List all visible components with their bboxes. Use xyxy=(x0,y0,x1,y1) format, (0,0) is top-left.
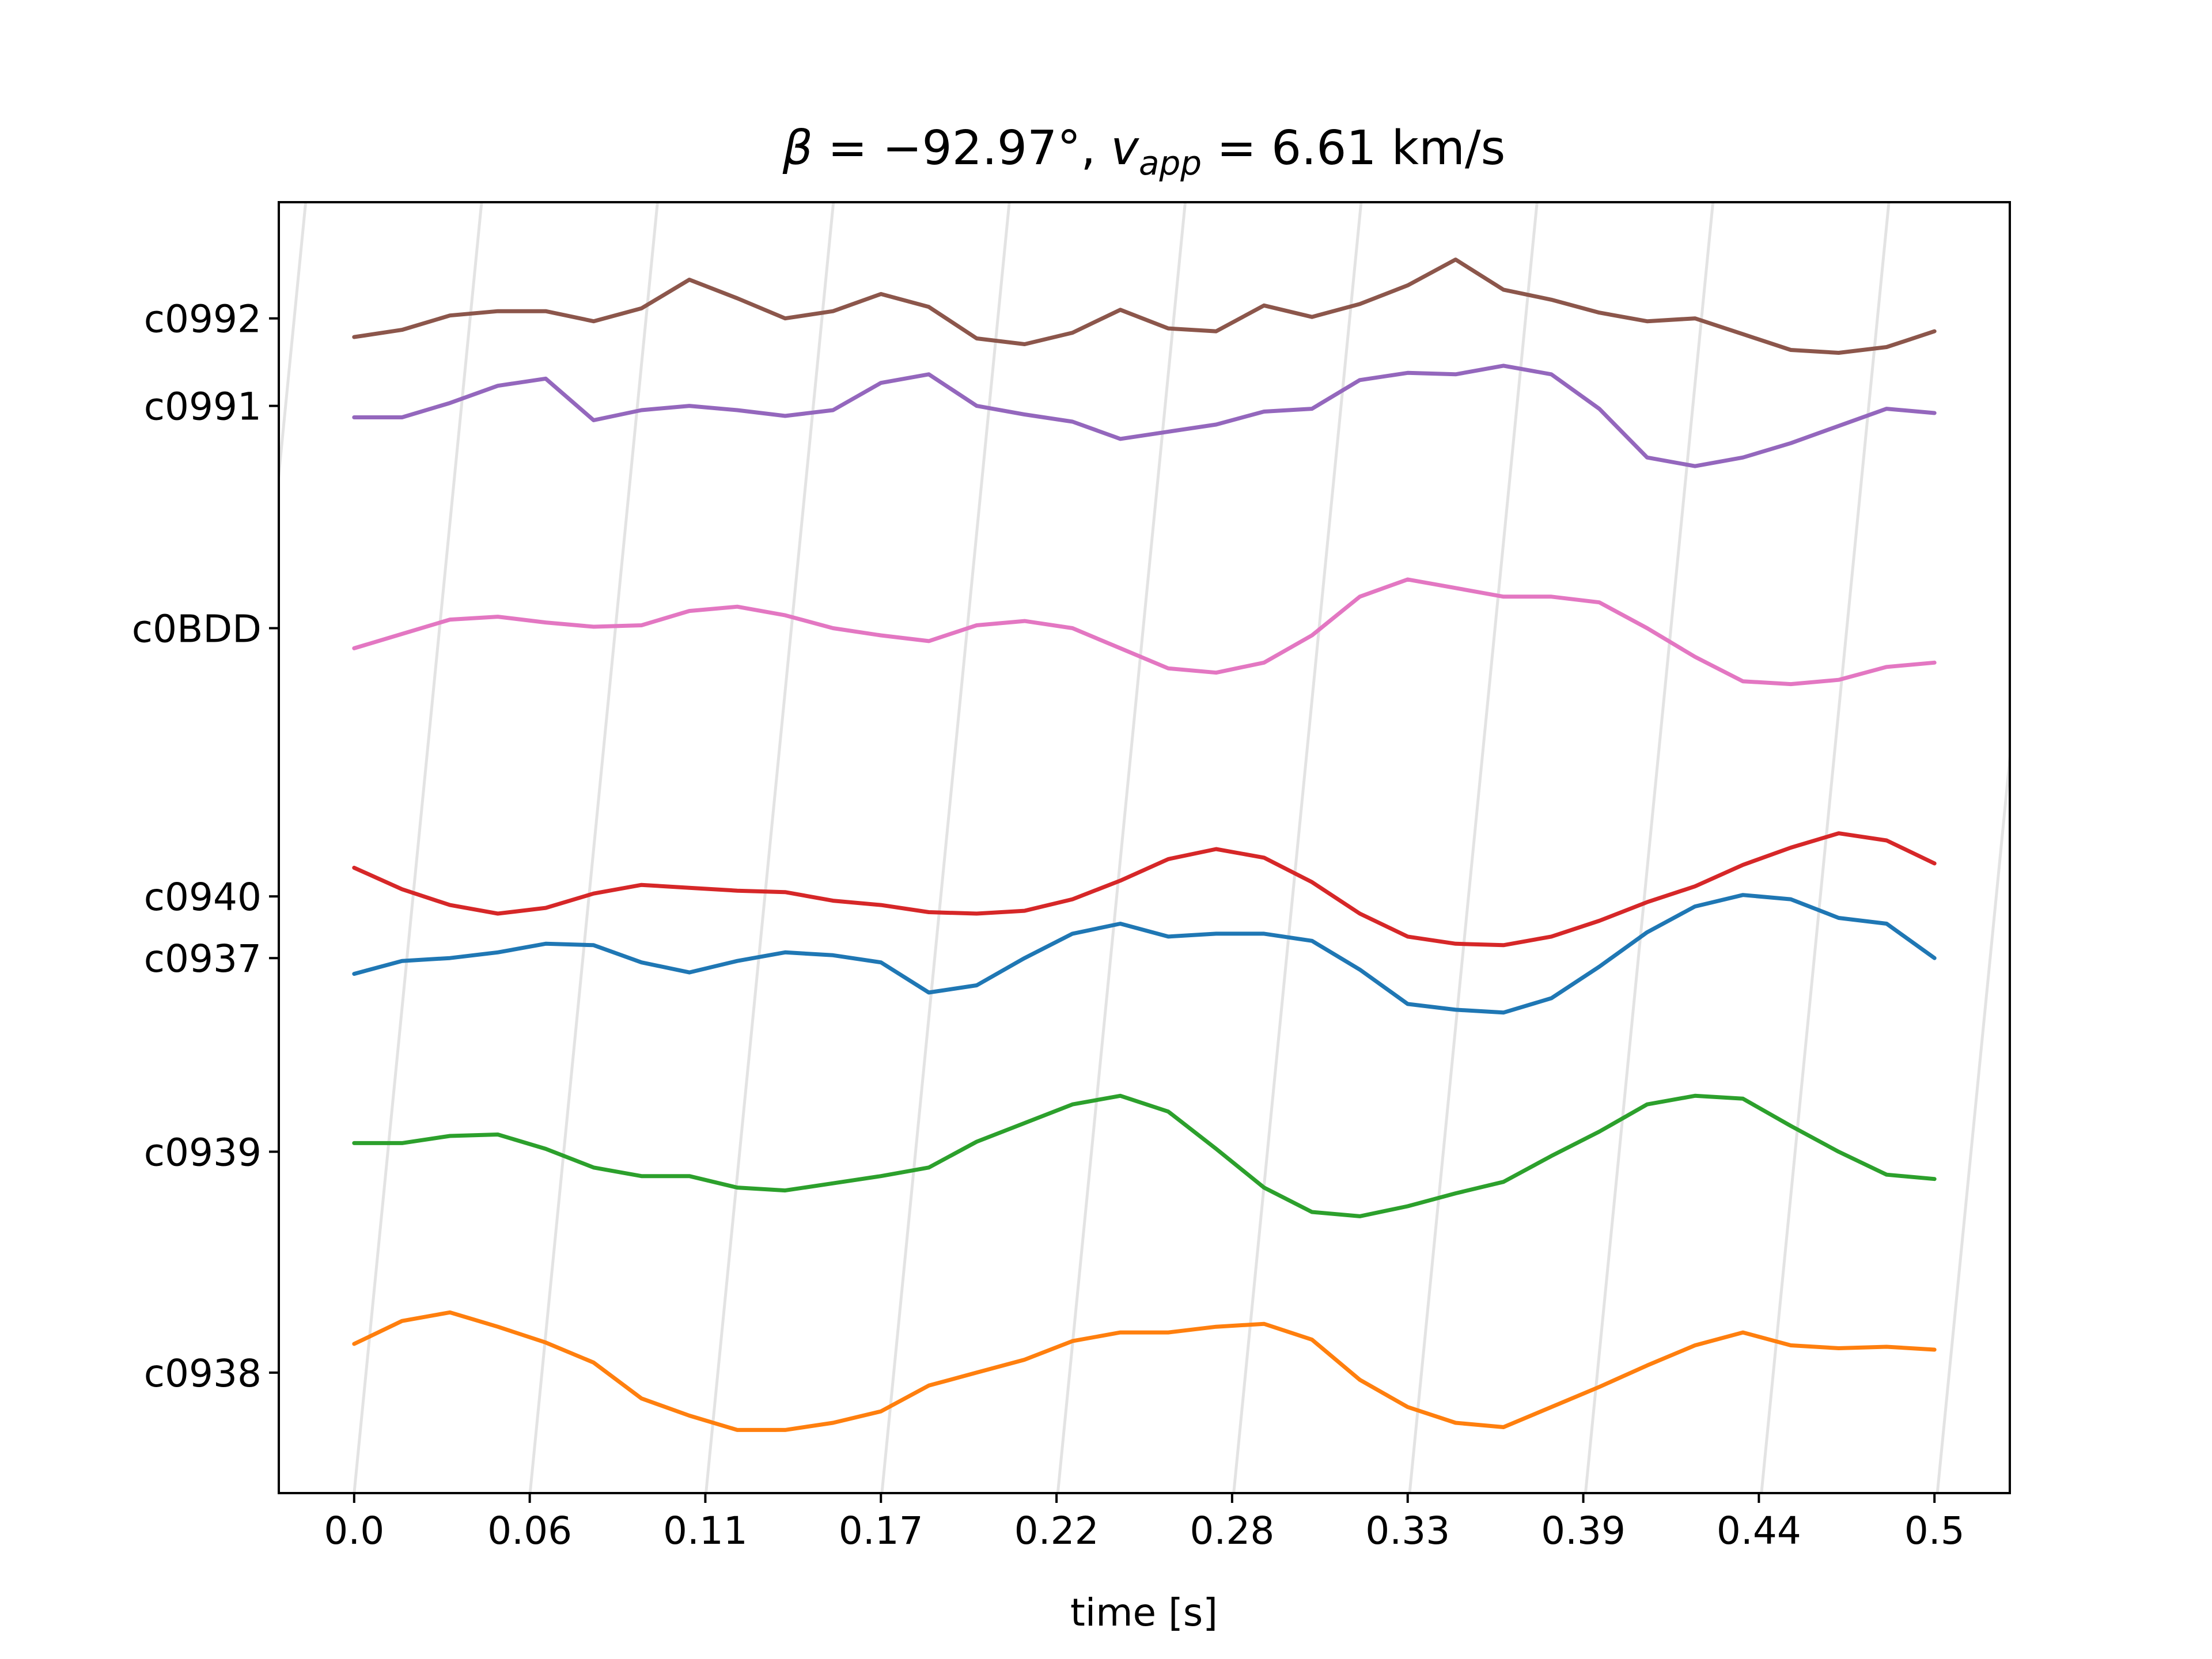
y-axis: c0992 c0991 c0BDD c0940 c0937 c0939 c0938 xyxy=(132,297,279,1396)
trace-c0992 xyxy=(352,257,1937,355)
moveout-line xyxy=(353,202,483,1493)
x-tick-label: 0.5 xyxy=(1904,1509,1965,1553)
moveout-line xyxy=(1408,202,1539,1493)
y-tick-label: c0BDD xyxy=(132,607,262,652)
y-tick-label: c0939 xyxy=(144,1130,262,1175)
y-tick-label: c0938 xyxy=(144,1351,262,1396)
x-tick-label: 0.44 xyxy=(1717,1509,1801,1553)
y-tick-label: c0940 xyxy=(144,875,262,919)
moveout-line xyxy=(1936,744,2010,1493)
plot-frame xyxy=(278,201,2011,1494)
y-tick-label: c0937 xyxy=(144,937,262,981)
title-v-subscript: app xyxy=(1139,143,1202,183)
moveout-lines xyxy=(2,202,2212,1493)
chart-title: β = −92.97°, vapp = 6.61 km/s xyxy=(782,121,1506,183)
moveout-line xyxy=(1232,202,1363,1493)
title-v-value: = 6.61 km/s xyxy=(1202,121,1505,176)
moveout-line xyxy=(704,202,835,1493)
x-tick-label: 0.17 xyxy=(839,1509,923,1553)
x-tick-label: 0.11 xyxy=(663,1509,748,1553)
moveout-line xyxy=(528,202,659,1493)
moveout-line xyxy=(880,202,1011,1493)
moveout-line xyxy=(1584,202,1715,1493)
trace-c0BDD xyxy=(352,577,1937,687)
trace-c0940 xyxy=(352,831,1937,948)
moveout-line xyxy=(1056,202,1187,1493)
x-tick-label: 0.28 xyxy=(1190,1509,1274,1553)
moveout-line xyxy=(1760,202,1891,1493)
moveout-line xyxy=(279,202,308,490)
x-tick-label: 0.06 xyxy=(487,1509,572,1553)
x-tick-label: 0.39 xyxy=(1541,1509,1626,1553)
trace-c0938 xyxy=(352,1310,1937,1432)
title-beta-value: = −92.97°, xyxy=(813,121,1111,176)
x-tick-label: 0.33 xyxy=(1365,1509,1450,1553)
trace-lines xyxy=(352,257,1937,1432)
moveout-line xyxy=(2,202,130,1493)
trace-c0991 xyxy=(352,363,1937,468)
x-axis-label: time [s] xyxy=(1070,1590,1218,1635)
trace-c0937 xyxy=(352,893,1937,1015)
title-v-symbol: v xyxy=(1111,121,1139,176)
title-beta-symbol: β xyxy=(782,121,813,176)
x-tick-label: 0.22 xyxy=(1014,1509,1099,1553)
y-tick-label: c0992 xyxy=(144,297,262,342)
y-tick-label: c0991 xyxy=(144,385,262,429)
x-axis: 0.0 0.06 0.11 0.17 0.22 0.28 0.33 0.39 0.44 0.5 xyxy=(324,1493,1965,1553)
trace-c0939 xyxy=(352,1093,1937,1218)
moveout-line xyxy=(2113,202,2212,1493)
x-tick-label: 0.0 xyxy=(324,1509,384,1553)
